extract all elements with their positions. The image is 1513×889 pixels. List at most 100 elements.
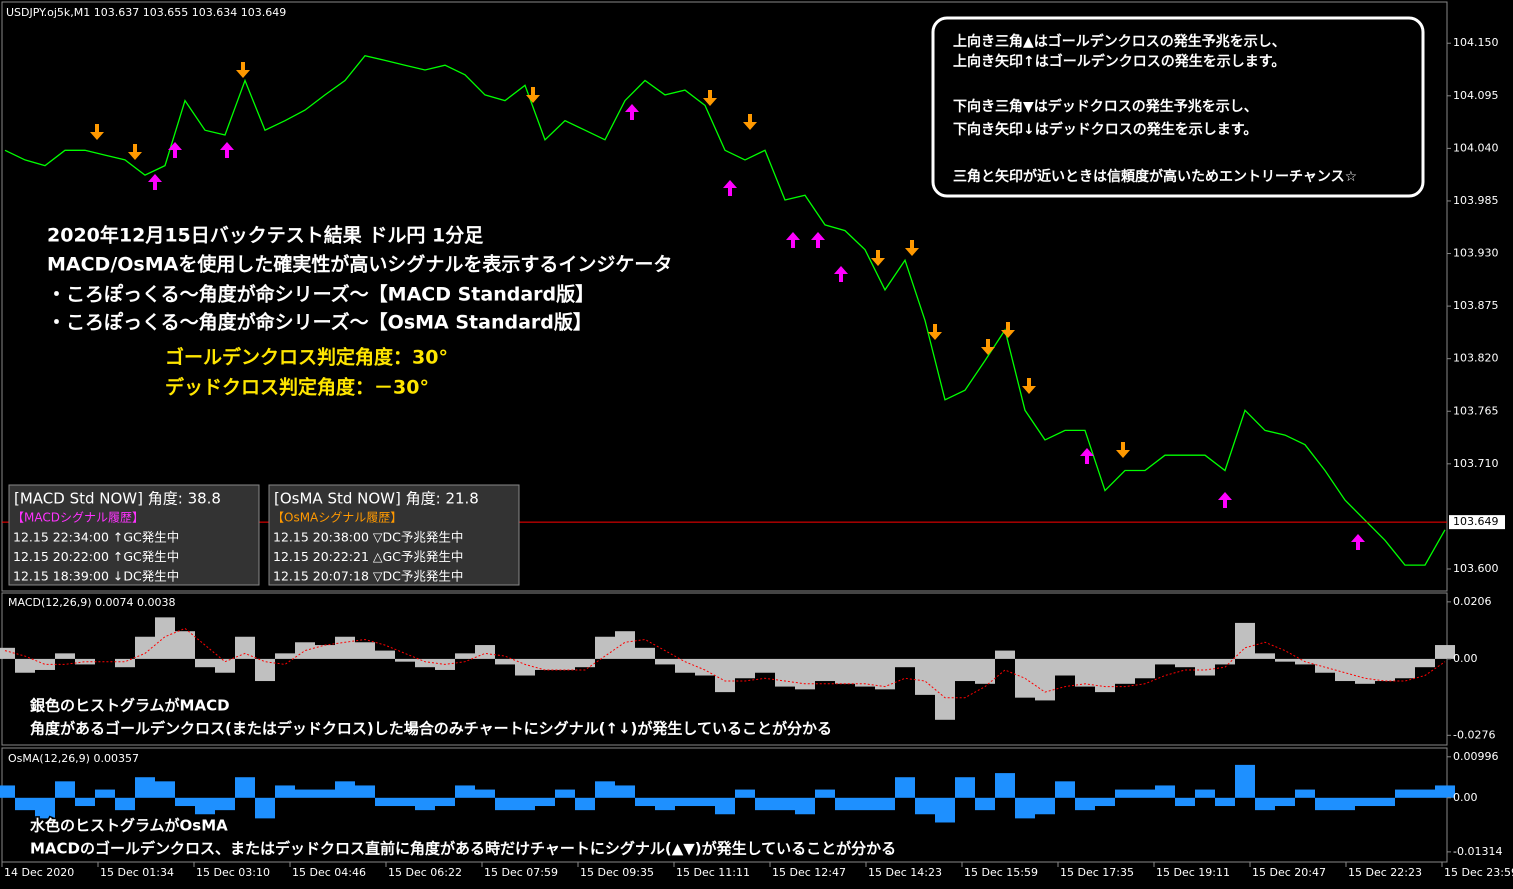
osma-title: OsMA(12,26,9) 0.00357 xyxy=(8,752,139,765)
histogram-bar xyxy=(955,777,975,798)
price-line xyxy=(4,54,1446,566)
histogram-bar xyxy=(735,658,755,679)
histogram-bar xyxy=(295,789,315,798)
gc-arrow xyxy=(786,232,800,248)
histogram-bar xyxy=(1235,622,1255,659)
histogram-bar xyxy=(415,658,435,668)
histogram-bar xyxy=(255,658,275,682)
histogram-bar xyxy=(1395,658,1415,679)
gc-arrow xyxy=(1218,492,1232,508)
histogram-bar xyxy=(1375,797,1395,807)
histogram-bar xyxy=(335,781,355,798)
histogram-bar xyxy=(1055,781,1075,798)
histogram-bar xyxy=(795,797,815,815)
histogram-bar xyxy=(95,789,115,798)
histogram-bar xyxy=(1155,658,1175,665)
x-tick-label: 15 Dec 03:10 xyxy=(196,866,270,879)
dc-arrow xyxy=(871,250,885,266)
histogram-bar xyxy=(1035,658,1055,701)
gc-arrow xyxy=(168,142,182,158)
y-tick-label: 103.875 xyxy=(1453,299,1499,312)
histogram-bar xyxy=(1395,789,1415,798)
histogram-bar xyxy=(775,658,795,687)
histogram-bar xyxy=(1235,764,1255,798)
osma-note: 水色のヒストグラムがOsMA xyxy=(30,817,228,835)
histogram-bar xyxy=(895,658,915,668)
signal-line xyxy=(4,627,1446,699)
histogram-bar xyxy=(1155,785,1175,798)
histogram-bar xyxy=(0,785,15,798)
histogram-bar xyxy=(1115,658,1135,684)
histogram-bar xyxy=(595,636,615,659)
histogram-bar xyxy=(635,647,655,659)
dc-arrow xyxy=(928,324,942,340)
y-tick-label: 103.820 xyxy=(1453,352,1499,365)
histogram-bar xyxy=(675,797,695,807)
histogram-bar xyxy=(1355,658,1375,684)
histogram-bar xyxy=(215,797,235,811)
histogram-bar xyxy=(475,789,495,798)
histogram-bar xyxy=(1275,658,1295,662)
histogram-bar xyxy=(1415,658,1435,668)
x-tick-label: 15 Dec 14:23 xyxy=(868,866,942,879)
y-tick-label: 0.00996 xyxy=(1453,750,1499,763)
histogram-bar xyxy=(395,797,415,807)
histogram-bar xyxy=(1415,789,1435,798)
dc-arrow xyxy=(905,240,919,256)
info-title: [OsMA Std NOW] 角度: 21.8 xyxy=(274,490,479,508)
histogram-bar xyxy=(1115,789,1135,798)
histogram-bar xyxy=(15,658,35,673)
gc-arrow xyxy=(148,174,162,190)
x-tick-label: 15 Dec 12:47 xyxy=(772,866,846,879)
histogram-bar xyxy=(395,658,415,662)
info-subtitle: 【OsMAシグナル履歴】 xyxy=(272,511,402,525)
info-row: 12.15 20:22:00 ↑GC発生中 xyxy=(13,549,179,564)
histogram-bar xyxy=(1095,658,1115,693)
dc-arrow xyxy=(128,144,142,160)
price-frame xyxy=(1,1,1448,592)
histogram-bar xyxy=(695,658,715,676)
histogram-bar xyxy=(115,797,135,811)
info-subtitle: 【MACDシグナル履歴】 xyxy=(12,511,144,525)
histogram-bar xyxy=(595,781,615,798)
macd-title: MACD(12,26,9) 0.0074 0.0038 xyxy=(8,596,176,609)
gc-arrow xyxy=(1351,534,1365,550)
x-tick-label: 15 Dec 22:23 xyxy=(1348,866,1422,879)
histogram-bar xyxy=(1135,658,1155,679)
x-tick-label: 15 Dec 20:47 xyxy=(1252,866,1326,879)
x-tick-label: 15 Dec 19:11 xyxy=(1156,866,1230,879)
annotation: ・ころぽっくる～角度が命シリーズ～【OsMA Standard版】 xyxy=(47,311,592,334)
current-price-box xyxy=(1449,515,1505,530)
x-tick-label: 15 Dec 04:46 xyxy=(292,866,366,879)
histogram-bar xyxy=(235,636,255,659)
histogram-bar xyxy=(1015,797,1035,819)
histogram-bar xyxy=(1255,797,1275,811)
histogram-bar xyxy=(195,658,215,668)
histogram-bar xyxy=(735,789,755,798)
histogram-bar xyxy=(495,658,515,665)
histogram-bar xyxy=(715,797,735,815)
histogram-bar xyxy=(1175,797,1195,807)
y-tick-label: -0.01314 xyxy=(1453,845,1502,858)
threshold: ゴールデンクロス判定角度：30° xyxy=(165,346,448,369)
gc-arrow xyxy=(723,180,737,196)
note-line: 上向き矢印↑はゴールデンクロスの発生を示します。 xyxy=(953,53,1285,70)
x-tick-label: 15 Dec 01:34 xyxy=(100,866,174,879)
y-tick-label: 103.930 xyxy=(1453,247,1499,260)
histogram-bar xyxy=(315,645,335,659)
histogram-bar xyxy=(775,797,795,811)
macd-frame xyxy=(1,592,1448,746)
histogram-bar xyxy=(695,797,715,807)
y-tick-label: 103.600 xyxy=(1453,562,1499,575)
x-tick-label: 15 Dec 17:35 xyxy=(1060,866,1134,879)
dc-arrow xyxy=(981,339,995,355)
histogram-bar xyxy=(915,658,935,695)
histogram-bar xyxy=(795,658,815,690)
histogram-bar xyxy=(335,636,355,659)
y-tick-label: 103.765 xyxy=(1453,404,1499,417)
info-title: [MACD Std NOW] 角度: 38.8 xyxy=(14,490,221,508)
osma-frame xyxy=(1,747,1448,863)
histogram-bar xyxy=(15,797,35,811)
histogram-bar xyxy=(755,658,775,673)
histogram-bar xyxy=(995,773,1015,798)
